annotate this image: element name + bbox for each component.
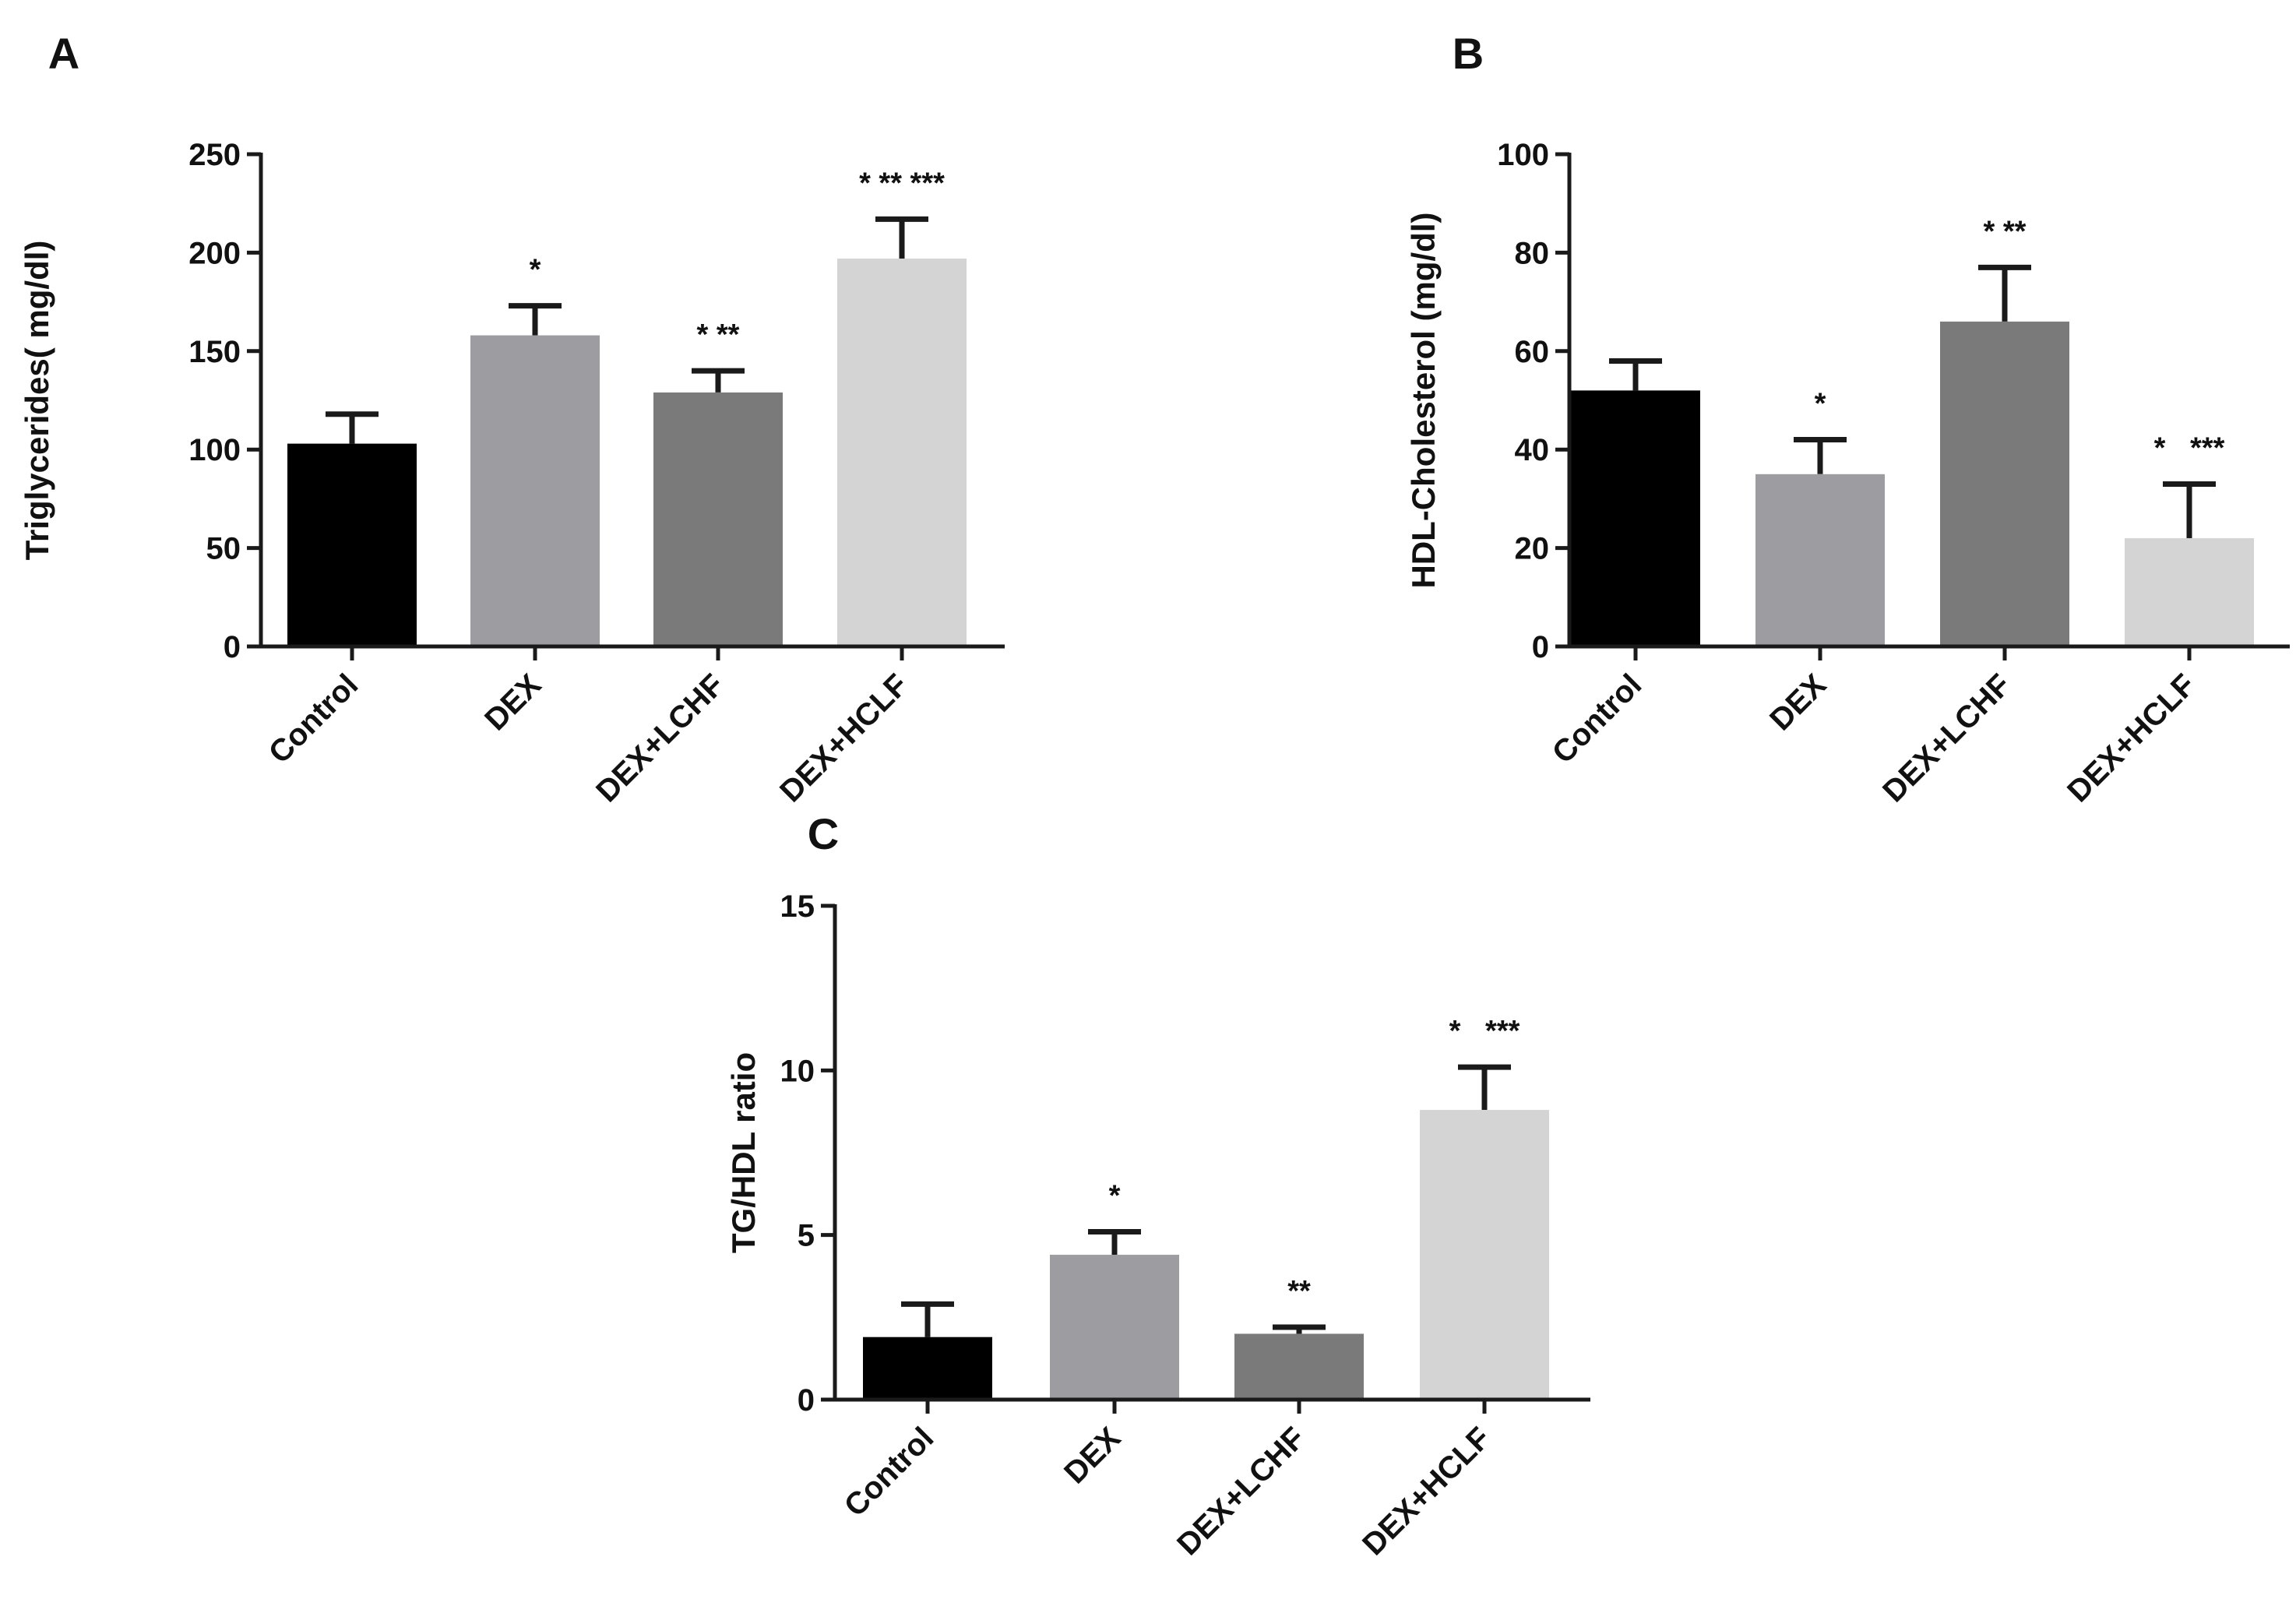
bar-4: [837, 258, 967, 646]
y-axis-title: HDL-Cholesterol (mg/dl): [1405, 213, 1442, 589]
significance-label-3: * **: [1984, 215, 2027, 248]
y-tick-label-3: 10: [780, 1054, 815, 1088]
bar-3: [1940, 321, 2069, 646]
y-tick-label-2: 50: [206, 532, 241, 566]
significance-label-4: * ***: [2154, 431, 2225, 464]
y-tick-label-4: 15: [780, 889, 815, 924]
y-tick-label-1: 0: [1532, 630, 1549, 664]
significance-label-3: * **: [697, 319, 740, 351]
y-axis-title: TG/HDL ratio: [725, 1052, 762, 1253]
bar-2: [1050, 1255, 1179, 1400]
y-tick-label-1: 0: [224, 630, 241, 664]
bar-2: [470, 335, 600, 646]
bar-3: [653, 392, 783, 646]
y-tick-label-6: 250: [188, 138, 241, 172]
significance-label-2: *: [530, 254, 541, 287]
bar-2: [1755, 474, 1885, 646]
bar-4: [1420, 1110, 1549, 1400]
y-tick-label-2: 20: [1515, 532, 1550, 566]
y-tick-label-6: 100: [1497, 138, 1549, 172]
y-tick-label-3: 40: [1515, 433, 1550, 467]
bar-1: [863, 1337, 992, 1400]
bar-3: [1234, 1333, 1364, 1400]
significance-label-4: * ***: [1449, 1015, 1520, 1048]
significance-label-3: **: [1287, 1275, 1311, 1308]
bar-4: [2125, 537, 2254, 646]
bar-1: [287, 443, 417, 646]
y-tick-label-3: 100: [188, 433, 241, 467]
y-tick-label-1: 0: [798, 1383, 815, 1418]
bar-1: [1571, 390, 1700, 646]
panel-letter: B: [1453, 29, 1484, 78]
y-tick-label-2: 5: [798, 1219, 815, 1253]
y-tick-label-5: 200: [188, 236, 241, 270]
panel-letter: C: [808, 809, 839, 858]
panel-letter: A: [48, 29, 79, 78]
y-axis-title: Triglycerides( mg/dl): [19, 241, 55, 561]
significance-label-4: * ** ***: [859, 167, 945, 199]
y-tick-label-4: 150: [188, 335, 241, 369]
y-tick-label-4: 60: [1515, 335, 1550, 369]
y-tick-label-5: 80: [1515, 236, 1550, 270]
significance-label-2: *: [1815, 388, 1826, 421]
significance-label-2: *: [1109, 1179, 1121, 1212]
